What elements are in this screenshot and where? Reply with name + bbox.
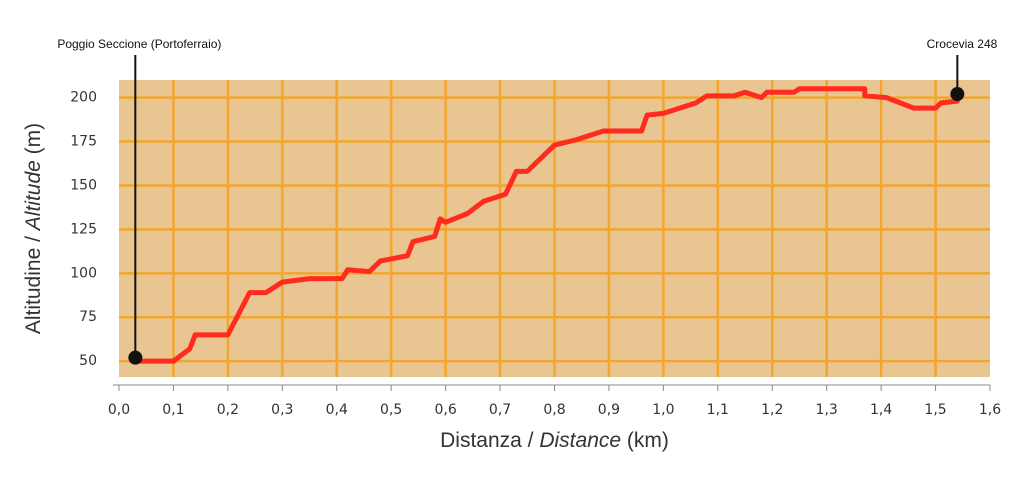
y-tick-label: 125 bbox=[70, 221, 97, 237]
x-tick-label: 1,1 bbox=[707, 402, 729, 418]
x-tick-label: 0,9 bbox=[598, 402, 620, 418]
x-axis-title: Distanza / Distance (km) bbox=[440, 429, 669, 452]
y-tick-label: 200 bbox=[70, 90, 97, 106]
x-tick-label: 0,1 bbox=[162, 402, 184, 418]
x-tick-label: 1,6 bbox=[979, 402, 1001, 418]
x-axis-title-part: Distanza / bbox=[440, 429, 539, 452]
x-axis-title-part: (km) bbox=[621, 429, 669, 452]
y-axis-title-part: Altitude bbox=[22, 160, 45, 232]
x-tick-label: 0,8 bbox=[543, 402, 565, 418]
x-tick-label: 0,6 bbox=[434, 402, 456, 418]
y-tick-label: 175 bbox=[70, 134, 97, 150]
x-tick-label: 0,0 bbox=[108, 402, 130, 418]
annotation-marker bbox=[128, 350, 143, 365]
x-tick-label: 0,5 bbox=[380, 402, 402, 418]
annotation-marker bbox=[950, 87, 965, 102]
y-axis-title-part: (m) bbox=[22, 123, 45, 160]
x-tick-label: 1,0 bbox=[652, 402, 674, 418]
y-tick-label: 150 bbox=[70, 177, 97, 193]
x-axis-title-part: Distance bbox=[539, 429, 621, 452]
x-tick-label: 1,3 bbox=[816, 402, 838, 418]
x-tick-label: 0,4 bbox=[326, 402, 348, 418]
y-tick-label: 50 bbox=[79, 353, 97, 369]
x-tick-label: 1,2 bbox=[761, 402, 783, 418]
y-axis-title-part: Altitudine / bbox=[22, 230, 45, 334]
annotation-label: Poggio Seccione (Portoferraio) bbox=[57, 37, 221, 51]
x-tick-label: 1,5 bbox=[924, 402, 946, 418]
x-tick-label: 1,4 bbox=[870, 402, 892, 418]
y-axis-title: Altitudine / Altitude (m) bbox=[22, 123, 45, 334]
y-tick-label: 75 bbox=[79, 309, 97, 325]
annotation-label: Crocevia 248 bbox=[927, 37, 998, 51]
x-tick-label: 0,3 bbox=[271, 402, 293, 418]
y-tick-label: 100 bbox=[70, 265, 97, 281]
profile-line bbox=[132, 86, 960, 364]
x-tick-label: 0,2 bbox=[217, 402, 239, 418]
x-tick-label: 0,7 bbox=[489, 402, 511, 418]
